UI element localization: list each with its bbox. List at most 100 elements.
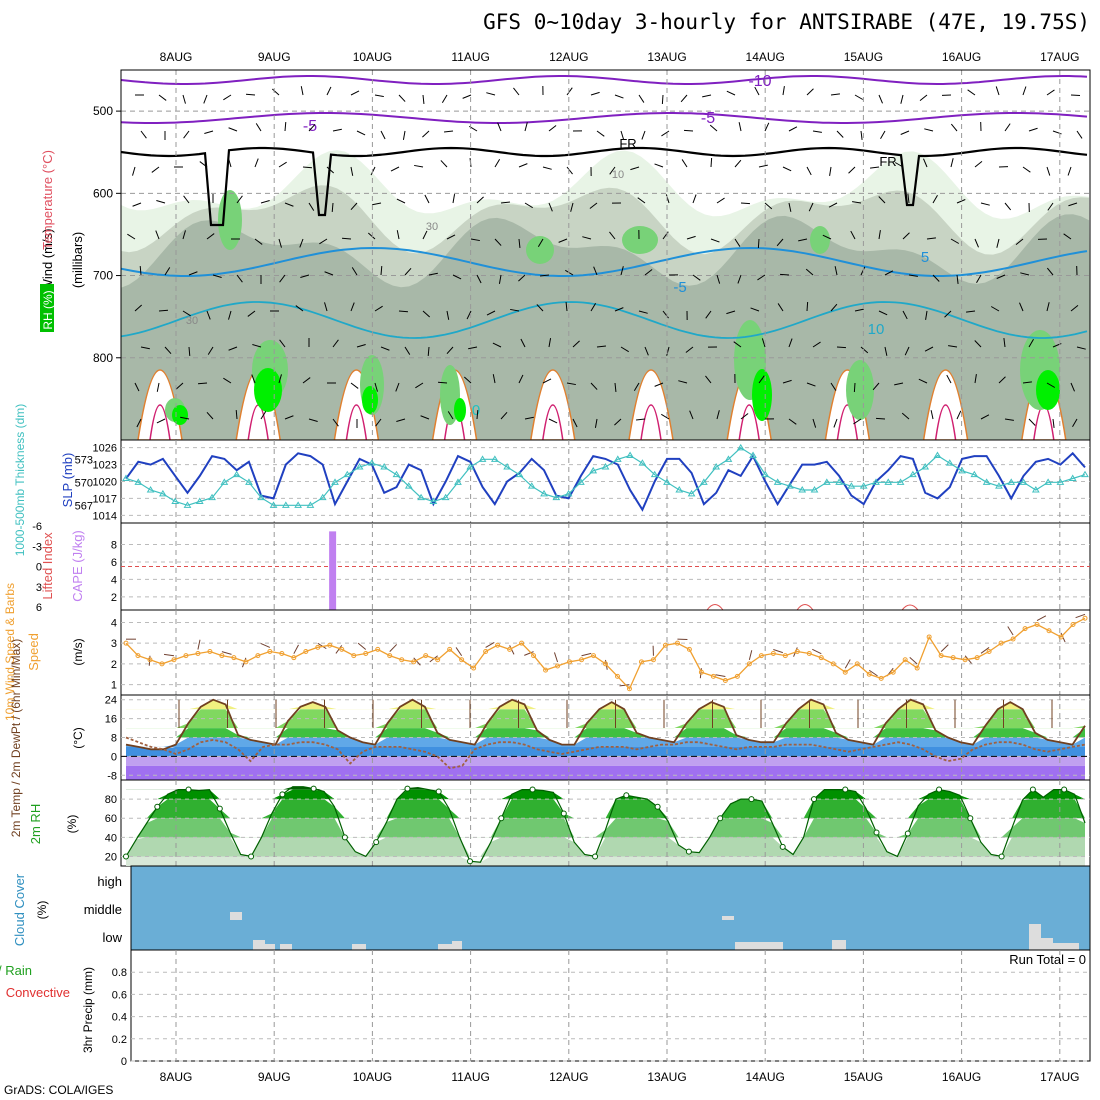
- wind-barb: [806, 382, 816, 387]
- wind-barb: [351, 267, 358, 276]
- date-label-top: 17AUG: [1040, 50, 1079, 64]
- wind-barb: [830, 382, 837, 391]
- wind-barb: [452, 274, 462, 280]
- rh-marker: [685, 848, 692, 855]
- wind-barb: [446, 310, 450, 320]
- wind-barb: [206, 233, 215, 240]
- wind-speed-marker: [674, 640, 680, 646]
- wind-speed-marker: [387, 653, 393, 659]
- wind-barb: [260, 200, 270, 204]
- wind-barb: [644, 346, 649, 356]
- wind-barb: [565, 301, 568, 312]
- wind-speed-marker: [291, 655, 297, 661]
- wind-barb: [300, 274, 310, 278]
- wind-barb: [950, 158, 954, 168]
- isotherm-5: [120, 246, 1088, 277]
- wind-barb: [764, 122, 770, 132]
- freezing-level-line: [120, 146, 1088, 227]
- rh-marker: [529, 786, 536, 793]
- wind-barb: [284, 415, 294, 420]
- date-label-bottom: 12AUG: [549, 1070, 588, 1084]
- wind-speed-marker: [543, 667, 549, 673]
- wind-barb: [324, 271, 334, 276]
- wind-barb: [661, 94, 664, 105]
- wind-barb: [726, 310, 736, 315]
- wind-speed-marker: [591, 653, 597, 659]
- wind-speed-marker: [782, 653, 788, 659]
- wind-barb: [726, 90, 736, 96]
- wind-barb: [1076, 130, 1083, 139]
- wind-barb: [1028, 338, 1034, 348]
- wind-barb: [486, 310, 496, 316]
- wind-barb: [944, 310, 952, 318]
- rh-color-band: [126, 837, 1085, 857]
- thickness-marker: [269, 501, 278, 508]
- ylabel-wind-speed: Speed: [26, 633, 41, 671]
- wind-barb: [284, 121, 287, 132]
- wind-barb: [1076, 346, 1086, 350]
- rh-marker: [466, 858, 473, 865]
- ylabel-wind-unit: (m/s): [71, 638, 85, 665]
- wind-barb: [853, 382, 856, 393]
- wind-barb: [661, 413, 670, 420]
- wind-barb: [212, 274, 222, 278]
- wind-speed-marker: [255, 653, 261, 659]
- rh-marker: [373, 839, 380, 846]
- wind-barb: [396, 418, 406, 422]
- wind-barb: [319, 238, 328, 245]
- temp-color-band: [126, 737, 1085, 747]
- thickness-tick-label: 573: [75, 454, 93, 466]
- wind-barb: [308, 418, 318, 422]
- wind-barb: [956, 274, 959, 284]
- thickness-marker: [466, 463, 475, 470]
- wind-barb: [452, 194, 456, 204]
- wind-barb: [308, 123, 316, 132]
- thickness-marker: [699, 478, 708, 485]
- cloud-tick-label: middle: [84, 902, 122, 917]
- precip-tick-label: 0: [121, 1056, 127, 1068]
- wind-speed-marker: [854, 661, 860, 667]
- thickness-marker: [847, 482, 856, 489]
- wind-speed-marker: [1082, 615, 1088, 621]
- wind-barb: [295, 305, 304, 312]
- wind-barb: [542, 378, 552, 384]
- wind-barb: [754, 86, 760, 96]
- date-label-bottom: 17AUG: [1040, 1070, 1079, 1084]
- wind-barb: [850, 230, 856, 240]
- thickness-marker: [810, 486, 819, 493]
- wind-barb: [966, 310, 976, 313]
- wind-barb: [424, 194, 430, 204]
- wind-barb: [447, 411, 454, 420]
- date-label-top: 11AUG: [451, 50, 489, 64]
- isotherm-minus5: [120, 112, 1088, 124]
- ylabel-cape: CAPE (J/kg): [70, 530, 85, 602]
- wind-barb: [1028, 418, 1036, 426]
- wind-barb: [680, 94, 688, 103]
- thickness-marker: [958, 466, 966, 474]
- wind-barb: [566, 166, 573, 175]
- wind-barb: [139, 265, 142, 276]
- cloud-block: [352, 944, 366, 950]
- date-label-bottom: 11AUG: [451, 1070, 489, 1084]
- li-bump: [706, 604, 724, 611]
- thickness-marker: [441, 493, 450, 501]
- wind-barb: [324, 302, 328, 312]
- wind-barb: [188, 346, 191, 357]
- ylabel-temp-unit: (°C): [71, 727, 85, 748]
- thickness-marker: [294, 501, 303, 508]
- wind-barb: [260, 411, 267, 420]
- wind-speed-marker: [1034, 622, 1040, 628]
- wind-barb: [492, 374, 496, 384]
- thickness-marker: [1081, 470, 1089, 478]
- wind-barb: [848, 166, 856, 174]
- surface-wind-barb: [553, 652, 559, 663]
- wind-barb: [350, 302, 355, 312]
- cloud-block: [438, 944, 452, 950]
- precip-tick-label: 0.6: [112, 989, 127, 1001]
- wind-barb: [1046, 302, 1050, 312]
- slp-line: [125, 451, 1086, 512]
- ylabel-millibars: (millibars): [70, 232, 85, 288]
- wind-barb: [950, 238, 960, 244]
- thickness-marker: [159, 489, 167, 497]
- wind-barb: [894, 382, 904, 386]
